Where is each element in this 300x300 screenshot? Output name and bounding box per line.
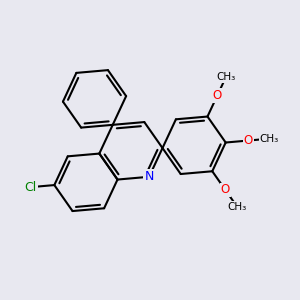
Text: CH₃: CH₃ [228, 202, 247, 212]
Text: O: O [244, 134, 253, 147]
Text: O: O [212, 89, 222, 102]
Text: CH₃: CH₃ [259, 134, 279, 144]
Text: N: N [144, 170, 154, 183]
Text: O: O [221, 184, 230, 196]
Text: Cl: Cl [25, 181, 37, 194]
Text: CH₃: CH₃ [216, 72, 236, 82]
